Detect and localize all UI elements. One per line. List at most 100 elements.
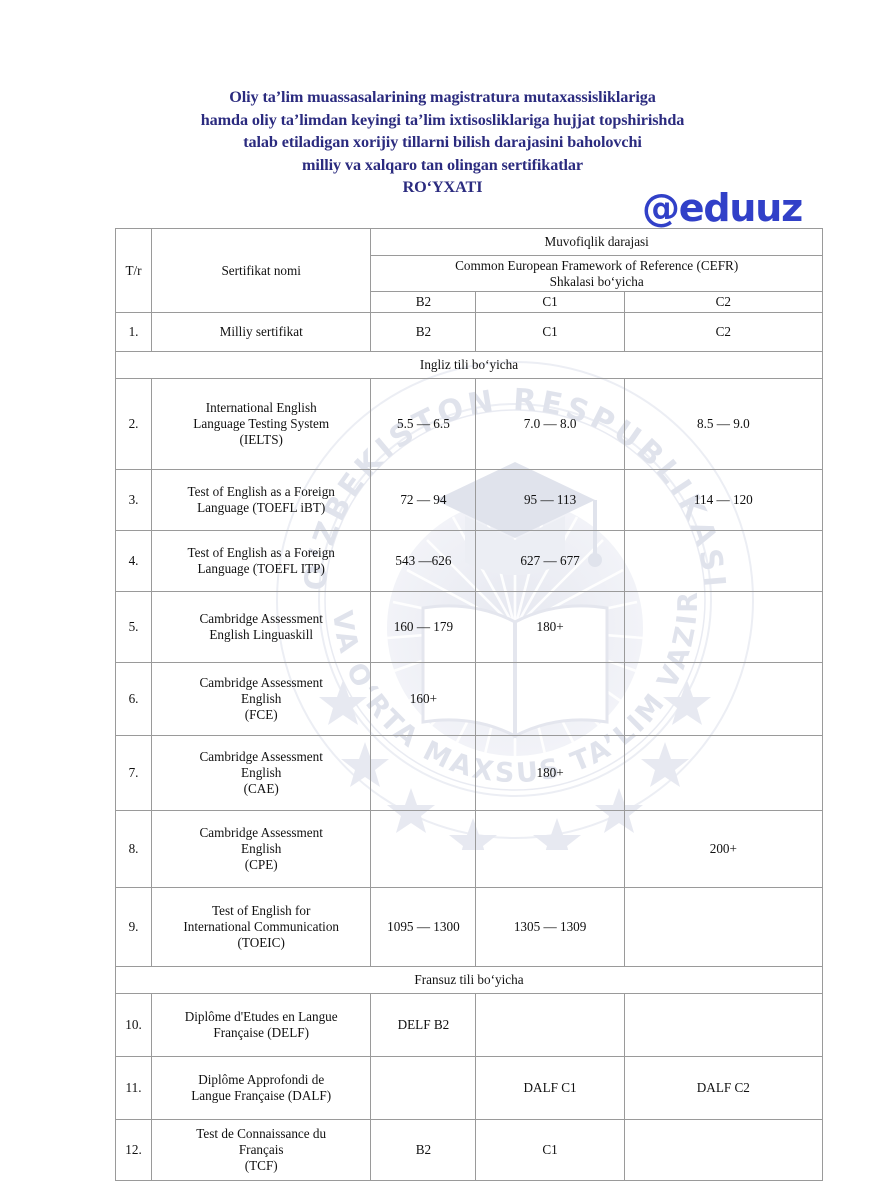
table-row: 6. Cambridge Assessment English (FCE) 160+ xyxy=(114,661,824,736)
row-certificate-name: Diplôme d'Etudes en Langue Française (DEL… xyxy=(151,992,372,1057)
section-label-english: Ingliz tili bo‘yicha xyxy=(115,350,823,379)
title-line-5: RO‘YXATI xyxy=(402,178,483,197)
header-cefr-scale: Common European Framework of Reference (… xyxy=(370,254,823,293)
row-value-c2 xyxy=(623,992,824,1057)
certificate-name-line: English xyxy=(241,764,282,780)
row-value-b2: B2 xyxy=(370,311,477,352)
table-row: 8. Cambridge Assessment English (CPE) 200+ xyxy=(114,809,824,888)
row-certificate-name: Milliy sertifikat xyxy=(151,311,372,352)
row-certificate-name: Cambridge Assessment English (CAE) xyxy=(151,734,372,811)
row-certificate-name: Diplôme Approfondi de Langue Française (D… xyxy=(151,1055,372,1120)
row-value-c2 xyxy=(623,529,824,592)
row-certificate-name: Test of English as a Foreign Language (TO… xyxy=(151,468,372,531)
row-number: 12. xyxy=(114,1118,153,1181)
certificate-name-line: Diplôme Approfondi de xyxy=(198,1072,325,1088)
row-value-b2: 160 — 179 xyxy=(370,590,477,663)
row-certificate-name: Cambridge Assessment English Linguaskill xyxy=(151,590,372,663)
certificate-name-line: Cambridge Assessment xyxy=(199,749,323,765)
table-row: 2. International English Language Testing … xyxy=(114,377,824,470)
certificate-name-line: Test of English as a Foreign xyxy=(187,545,335,561)
row-number: 6. xyxy=(114,661,153,736)
header-level-c2: C2 xyxy=(623,291,824,313)
row-certificate-name: Test de Connaissance du Français (TCF) xyxy=(151,1118,372,1181)
table-row: 5. Cambridge Assessment English Linguaskil… xyxy=(114,590,824,663)
row-number: 1. xyxy=(114,311,153,352)
row-value-b2: 543 —626 xyxy=(370,529,477,592)
row-value-c1: 95 — 113 xyxy=(475,468,625,531)
row-number: 11. xyxy=(114,1055,153,1120)
row-number: 10. xyxy=(114,992,153,1057)
table-header-row-scale: Common European Framework of Reference (… xyxy=(116,254,823,293)
row-value-b2 xyxy=(370,734,477,811)
row-number: 2. xyxy=(114,377,153,470)
certificate-name-line: Test de Connaissance du xyxy=(196,1126,327,1142)
table-body: 1. Milliy sertifikat B2 C1 C2 Ingliz tili bo‘… xyxy=(114,311,824,1181)
certificate-name-line: Milliy sertifikat xyxy=(219,323,303,339)
certificate-name-line: Test of English as a Foreign xyxy=(187,484,335,500)
document-title: Oliy ta’lim muassasalarining magistratur… xyxy=(0,86,885,199)
row-value-b2: 72 — 94 xyxy=(370,468,477,531)
row-number: 8. xyxy=(114,809,153,888)
certificate-name-line: Diplôme d'Etudes en Langue xyxy=(184,1009,338,1025)
title-line-4: milliy va xalqaro tan olingan sertifikat… xyxy=(302,155,583,174)
certificate-name-line: Cambridge Assessment xyxy=(199,825,323,841)
certificate-name-line: English xyxy=(241,840,282,856)
row-number: 4. xyxy=(114,529,153,592)
row-value-c2 xyxy=(623,886,824,967)
table-header-row-group: T/r Sertifikat nomi Muvofiqlik darajasi xyxy=(114,228,823,313)
table-row: 1. Milliy sertifikat B2 C1 C2 xyxy=(114,311,824,352)
title-line-3: talab etiladigan xorijiy tillarni bilish… xyxy=(243,133,642,152)
certificate-name-line: Language Testing System xyxy=(193,415,330,431)
row-certificate-name: Test of English as a Foreign Language (TO… xyxy=(151,529,372,592)
row-value-c1: 627 — 677 xyxy=(475,529,625,592)
row-certificate-name: Cambridge Assessment English (FCE) xyxy=(151,661,372,736)
certificate-name-line: (TCF) xyxy=(244,1157,278,1173)
row-value-c2 xyxy=(623,1118,824,1181)
row-number: 5. xyxy=(114,590,153,663)
row-value-c1 xyxy=(475,661,625,736)
row-value-c2 xyxy=(623,661,824,736)
row-value-c1 xyxy=(475,992,625,1057)
title-line-1: Oliy ta’lim muassasalarining magistratur… xyxy=(229,88,656,106)
certificate-name-line: Française (DELF) xyxy=(213,1024,309,1040)
certificate-name-line: English xyxy=(241,690,282,706)
certificates-table-container: T/r Sertifikat nomi Muvofiqlik darajasi … xyxy=(114,228,824,1181)
section-row-french: Fransuz tili bo‘yicha xyxy=(115,965,823,994)
table-row: 12. Test de Connaissance du Français (TCF) B… xyxy=(114,1118,824,1181)
certificates-table: T/r Sertifikat nomi Muvofiqlik darajasi … xyxy=(114,228,824,1181)
row-value-c1 xyxy=(475,809,625,888)
section-label-french: Fransuz tili bo‘yicha xyxy=(115,965,823,994)
header-level-b2: B2 xyxy=(370,291,477,313)
eduuz-handle-watermark: @eduuz xyxy=(642,186,803,230)
row-value-c2 xyxy=(623,590,824,663)
title-line-2: hamda oliy ta’limdan keyingi ta’lim ixti… xyxy=(200,110,685,129)
row-number: 9. xyxy=(114,886,153,967)
row-number: 3. xyxy=(114,468,153,531)
row-certificate-name: Cambridge Assessment English (CPE) xyxy=(151,809,372,888)
certificate-name-line: Cambridge Assessment xyxy=(199,675,323,691)
row-value-c1: 180+ xyxy=(475,590,625,663)
table-row: 3. Test of English as a Foreign Language (… xyxy=(114,468,824,531)
table-row: 7. Cambridge Assessment English (CAE) 180+ xyxy=(114,734,824,811)
row-value-c1: DALF C1 xyxy=(475,1055,625,1120)
table-row: 9. Test of English for International Commu… xyxy=(114,886,824,967)
header-cefr-line1: Common European Framework of Reference (… xyxy=(455,258,739,273)
section-row-english: Ingliz tili bo‘yicha xyxy=(115,350,823,379)
certificate-name-line: Langue Française (DALF) xyxy=(191,1087,332,1103)
row-value-b2: 160+ xyxy=(370,661,477,736)
table-row: 11. Diplôme Approfondi de Langue Française… xyxy=(114,1055,824,1120)
row-value-c2: 114 — 120 xyxy=(623,468,824,531)
certificate-name-line: (TOEIC) xyxy=(237,934,285,950)
certificate-name-line: (CAE) xyxy=(243,780,279,796)
certificate-name-line: International English xyxy=(205,400,317,416)
certificate-name-line: Cambridge Assessment xyxy=(199,611,323,627)
row-value-c1: 1305 — 1309 xyxy=(475,886,625,967)
header-cefr-line2: Shkalasi bo‘yicha xyxy=(549,273,644,289)
row-value-c1: C1 xyxy=(475,1118,625,1181)
certificate-name-line: (IELTS) xyxy=(239,431,283,447)
row-value-b2: 5.5 — 6.5 xyxy=(370,377,477,470)
row-certificate-name: Test of English for International Communi… xyxy=(151,886,372,967)
certificate-name-line: English Linguaskill xyxy=(209,626,314,642)
certificate-name-line: (CPE) xyxy=(244,856,278,872)
row-number: 7. xyxy=(114,734,153,811)
